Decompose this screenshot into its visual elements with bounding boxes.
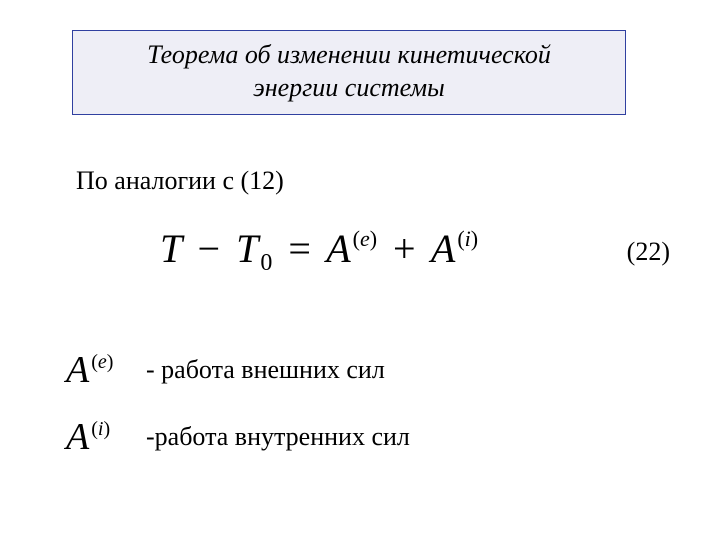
definition-internal-text: -работа внутренних сил: [146, 422, 410, 452]
symbol-A-i: A(i): [66, 415, 138, 459]
eq-minus: −: [198, 226, 221, 271]
slide-title-line1: Теорема об изменении кинетической: [147, 40, 551, 69]
eq-plus: +: [393, 226, 416, 271]
eq-A1-base: A: [326, 226, 350, 271]
intro-text: По аналогии с (12): [76, 166, 284, 196]
eq-T0-base: T: [236, 226, 258, 271]
eq-A2-base: A: [431, 226, 455, 271]
symbol-A-e: A(e): [66, 348, 138, 392]
equation-number: (22): [627, 237, 670, 267]
eq-A2-sup: (i): [457, 226, 478, 251]
definition-internal: A(i) -работа внутренних сил: [66, 415, 410, 459]
slide-title-line2: энергии системы: [253, 73, 445, 102]
eq-A1-sup: (e): [353, 226, 377, 251]
eq-equals: =: [288, 226, 311, 271]
slide-title-box: Теорема об изменении кинетической энерги…: [72, 30, 626, 115]
main-equation: T − T0 = A(e) + A(i): [160, 225, 478, 277]
eq-T0-sub: 0: [260, 250, 272, 276]
slide: Теорема об изменении кинетической энерги…: [0, 0, 720, 540]
definition-external-text: - работа внешних сил: [146, 355, 385, 385]
definition-external: A(e) - работа внешних сил: [66, 348, 385, 392]
equation-row: T − T0 = A(e) + A(i) (22): [0, 225, 720, 293]
eq-T: T: [160, 226, 182, 271]
